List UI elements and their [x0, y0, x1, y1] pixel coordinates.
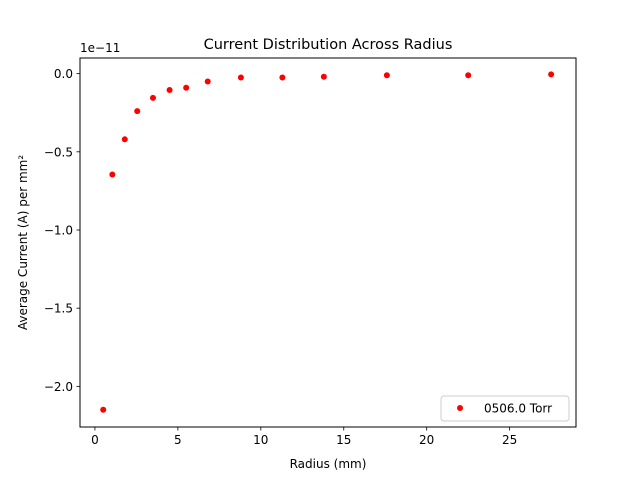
data-point: [166, 87, 173, 94]
legend-marker: [457, 405, 463, 411]
x-axis-label: Radius (mm): [290, 457, 367, 471]
y-tick-label: −2.0: [44, 380, 73, 394]
y-tick-label: −1.5: [44, 302, 73, 316]
x-tick-label: 15: [336, 433, 351, 447]
data-point: [237, 74, 244, 81]
data-point: [383, 72, 390, 79]
legend-label: 0506.0 Torr: [484, 402, 552, 416]
axis-ticks: 0 5 10 15 20 25 0.0 −0.5 −1.0 −1.5 −2.0: [44, 67, 517, 447]
data-point: [149, 94, 156, 101]
data-points: [100, 71, 555, 413]
x-tick-label: 25: [502, 433, 517, 447]
legend-box: [440, 395, 570, 422]
data-point: [279, 74, 286, 81]
chart-title: Current Distribution Across Radius: [204, 37, 453, 53]
x-tick-label: 0: [91, 433, 99, 447]
x-tick-label: 5: [174, 433, 182, 447]
legend: 0506.0 Torr: [440, 395, 570, 422]
data-point: [465, 72, 472, 79]
y-tick-label: 0.0: [54, 67, 73, 81]
x-tick-label: 10: [253, 433, 268, 447]
data-point: [548, 71, 555, 78]
x-tick-label: 20: [419, 433, 434, 447]
plot-frame: [79, 57, 577, 428]
data-point: [320, 73, 327, 80]
y-axis-label: Average Current (A) per mm²: [16, 155, 30, 330]
data-point: [134, 108, 141, 115]
data-point: [183, 84, 190, 91]
data-point: [109, 171, 116, 178]
data-point: [121, 136, 128, 143]
y-axis-offset-label: 1e−11: [80, 41, 120, 55]
y-tick-label: −1.0: [44, 223, 73, 237]
data-point: [204, 78, 211, 85]
data-point: [100, 406, 107, 413]
y-tick-label: −0.5: [44, 145, 73, 159]
